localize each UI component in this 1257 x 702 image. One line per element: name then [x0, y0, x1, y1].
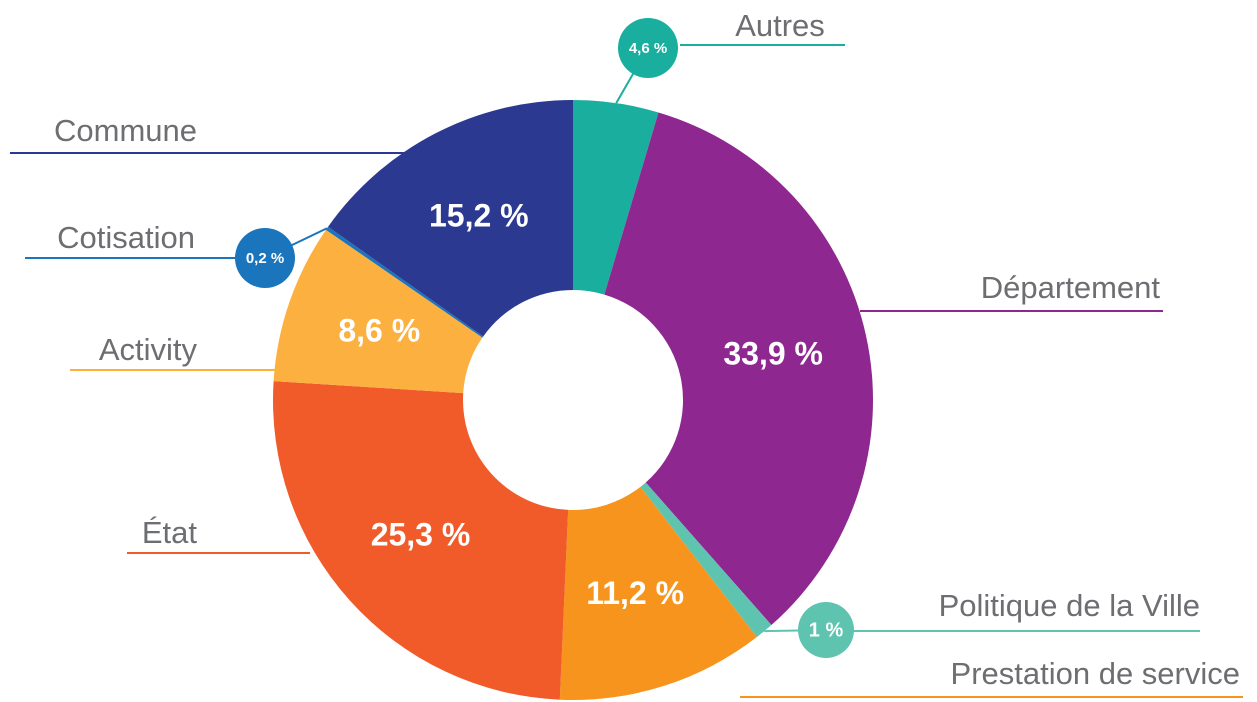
category-label: Politique de la Ville	[939, 588, 1200, 623]
slice	[559, 486, 757, 700]
category-label: Prestation de service	[951, 656, 1240, 691]
value-label: 15,2 %	[429, 197, 529, 233]
slice	[325, 226, 484, 338]
value-label: 1 %	[809, 619, 844, 641]
slice	[328, 100, 573, 337]
category-label: Activity	[99, 332, 198, 367]
category-label: État	[142, 515, 198, 550]
value-badge	[798, 602, 854, 658]
slice	[273, 381, 569, 700]
slice	[273, 229, 483, 394]
category-label: Département	[981, 270, 1161, 305]
value-label: 11,2 %	[586, 575, 684, 611]
value-label: 0,2 %	[246, 250, 284, 267]
slice	[640, 482, 772, 638]
category-label: Cotisation	[57, 220, 195, 255]
slice	[604, 112, 874, 626]
value-label: 4,6 %	[629, 40, 667, 57]
value-badge	[235, 228, 295, 288]
category-label: Commune	[54, 113, 197, 148]
value-label: 25,3 %	[371, 516, 471, 552]
value-label: 8,6 %	[338, 312, 420, 348]
category-label: Autres	[735, 8, 825, 43]
slice	[573, 100, 659, 295]
value-label: 33,9 %	[723, 335, 823, 371]
value-badge	[618, 18, 678, 78]
